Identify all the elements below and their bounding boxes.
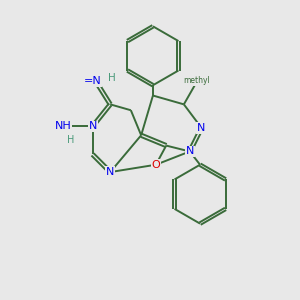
Text: H: H bbox=[67, 135, 74, 145]
Text: O: O bbox=[152, 160, 160, 170]
Text: =N: =N bbox=[84, 76, 101, 86]
Text: methyl: methyl bbox=[184, 76, 211, 85]
Text: H: H bbox=[108, 73, 116, 83]
Text: N: N bbox=[186, 146, 194, 157]
Text: NH: NH bbox=[55, 122, 71, 131]
Text: N: N bbox=[88, 122, 97, 131]
Text: N: N bbox=[106, 167, 114, 177]
Text: N: N bbox=[197, 123, 206, 133]
